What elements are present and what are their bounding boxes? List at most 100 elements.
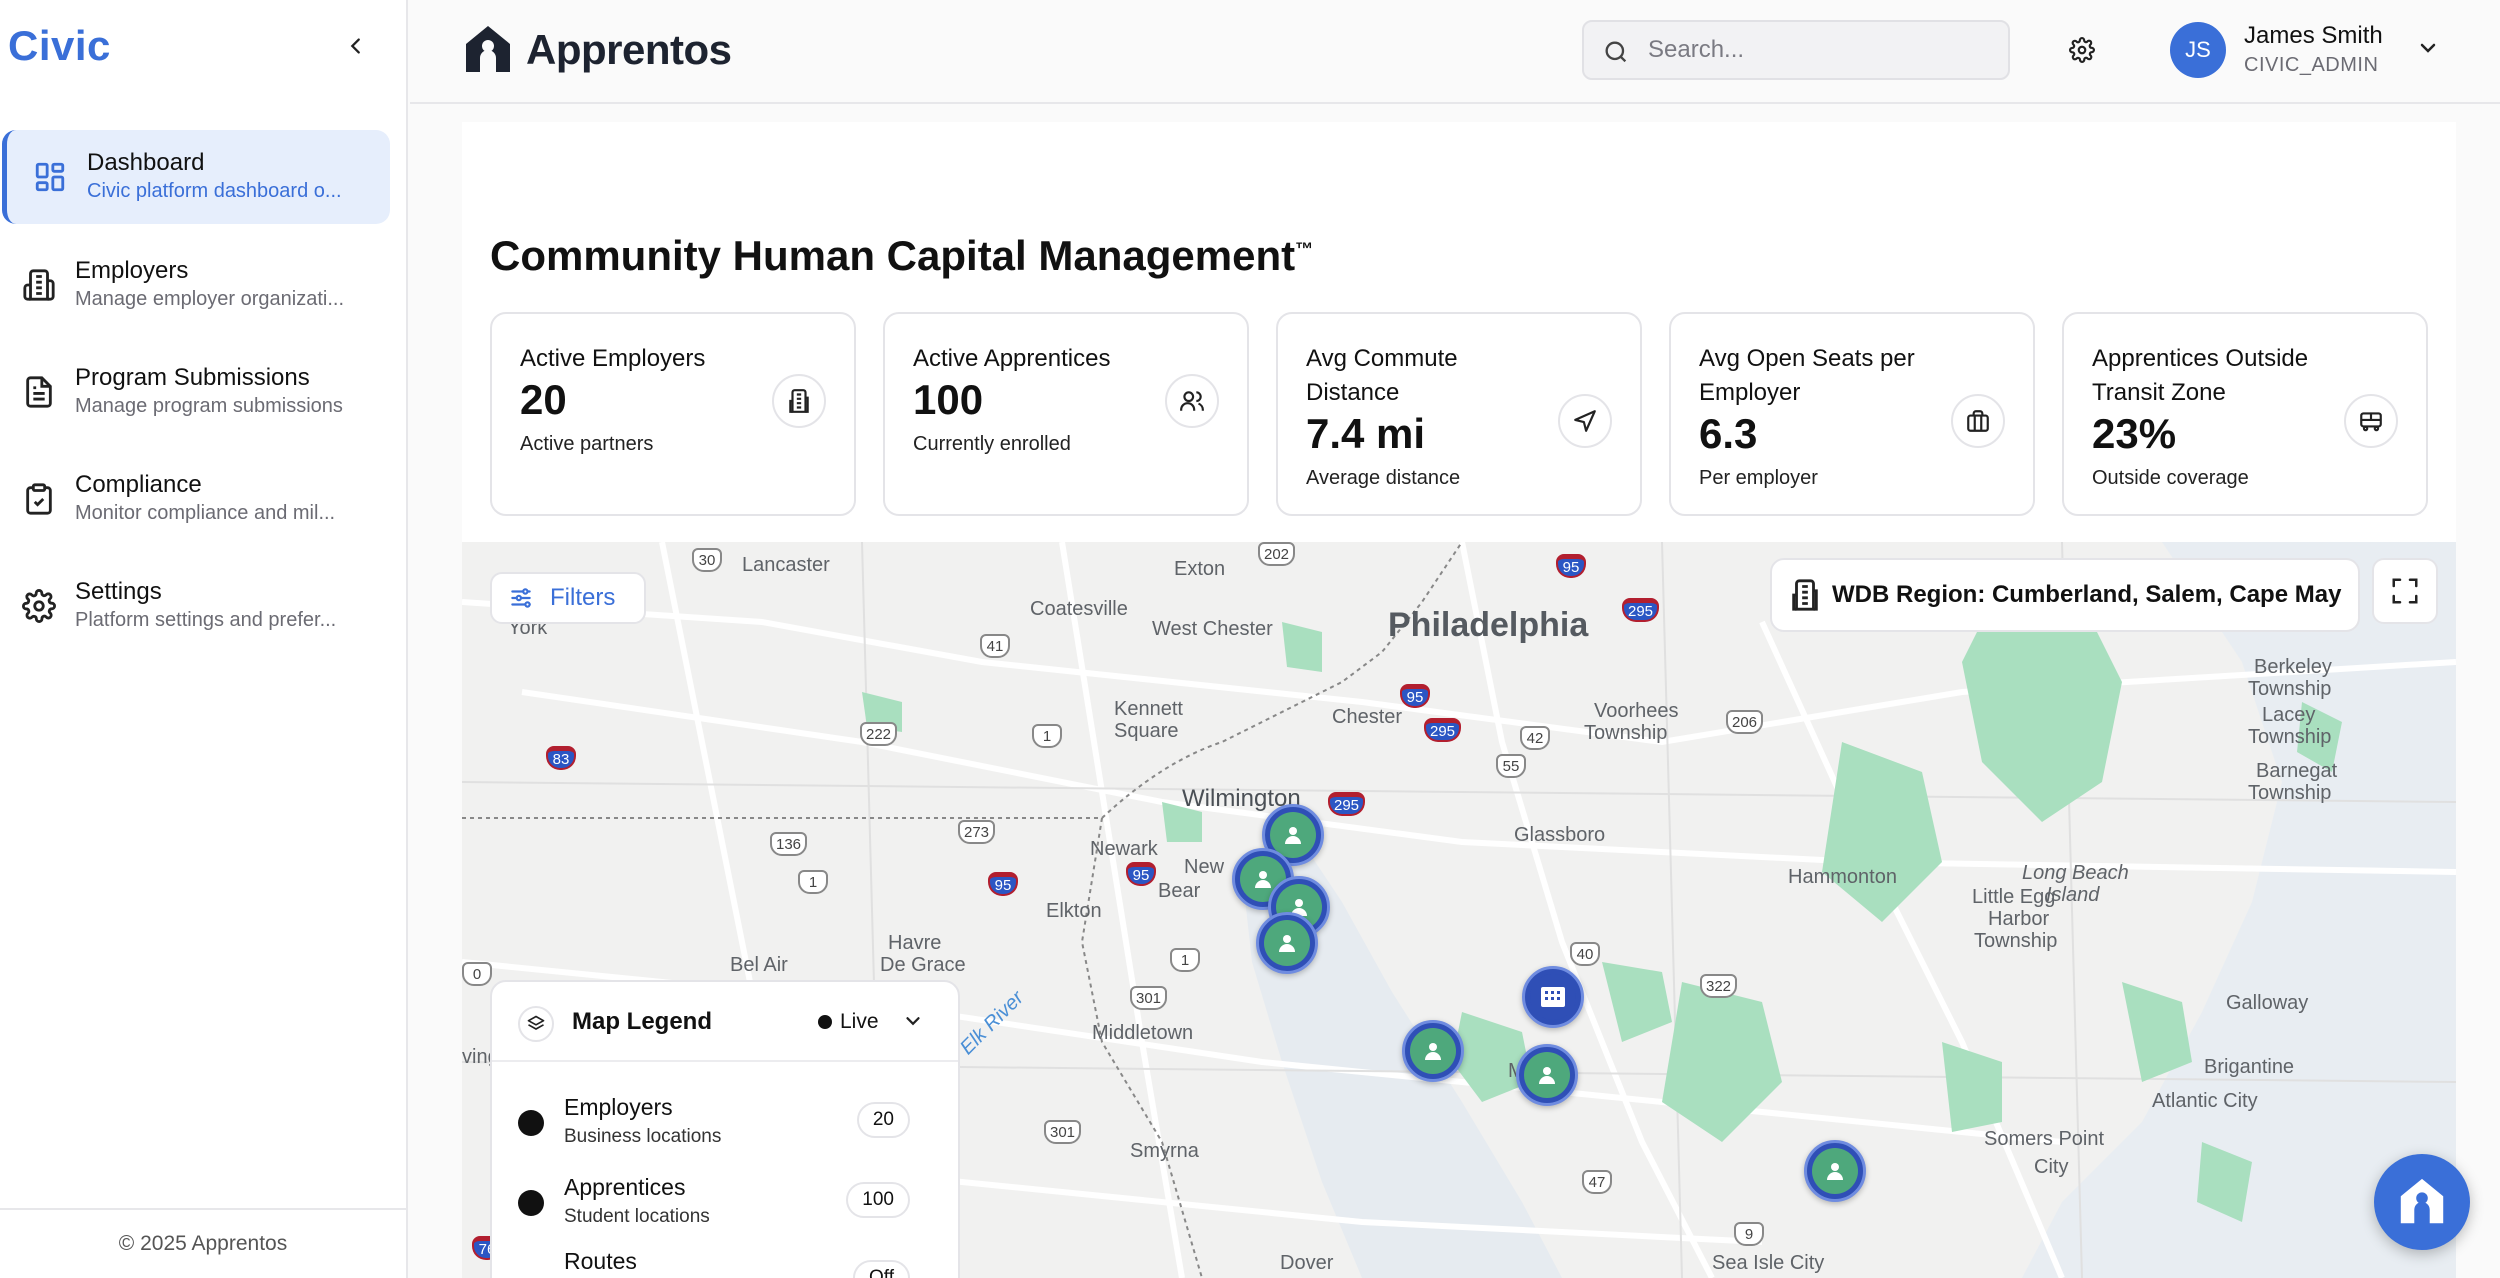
logo-text: Apprentos: [526, 26, 732, 73]
settings-button[interactable]: [2062, 30, 2102, 70]
chevron-down-icon[interactable]: [902, 1010, 924, 1032]
interstate-shield: 295: [1424, 718, 1462, 742]
stat-value: 100: [913, 376, 984, 423]
apprentice-marker[interactable]: [1402, 1020, 1464, 1082]
route-shield: 273: [958, 820, 996, 844]
gear-icon: [2069, 37, 2095, 63]
clipboard-check-icon: [26, 483, 52, 515]
map-label-de-grace: De Grace: [880, 954, 966, 976]
interstate-shield: 95: [1400, 684, 1430, 708]
stat-subtitle: Per employer: [1699, 467, 1818, 489]
map-label-havre: Havre: [888, 932, 942, 954]
map-label-kennett: Kennett: [1114, 698, 1183, 720]
route-shield: 41: [980, 634, 1010, 658]
legend-row-routes[interactable]: Routes Off: [518, 1246, 938, 1278]
top-header: Apprentos JS James Smith CIVIC_ADMIN: [410, 0, 2500, 104]
map-label-somers-point: Somers Point: [1984, 1128, 2105, 1150]
apprentos-logo-icon: [466, 26, 510, 72]
sidebar-item-subtitle: Monitor compliance and mil...: [75, 502, 336, 524]
apprentice-marker[interactable]: [1256, 912, 1318, 974]
employer-marker-inner: [1530, 974, 1576, 1020]
stat-subtitle: Average distance: [1306, 467, 1461, 489]
map-label-long-beach: Long Beach: [2022, 862, 2129, 884]
brand-title: Civic: [8, 22, 111, 69]
route-shield: 1: [1032, 724, 1062, 748]
sidebar-item-subtitle: Manage employer organizati...: [75, 288, 345, 310]
map-label-berkeley-township: Township: [2248, 678, 2332, 700]
map-label-newark: Newark: [1090, 838, 1158, 860]
page-title-text: Community Human Capital Management: [490, 232, 1296, 279]
interstate-shield: 295: [1328, 792, 1366, 816]
apprentice-marker[interactable]: [1516, 1044, 1578, 1106]
legend-sublabel: Student locations: [564, 1206, 710, 1227]
filters-button[interactable]: Filters: [490, 572, 646, 624]
person-icon: [1539, 1067, 1555, 1084]
apprentice-marker-inner: [1270, 812, 1316, 858]
legend-header[interactable]: Map Legend Live: [492, 982, 958, 1062]
bus-icon: [2360, 412, 2382, 432]
map-label-west-chester: West Chester: [1152, 618, 1273, 640]
stat-icon: [1558, 394, 1612, 448]
apprentice-marker-inner: [1264, 920, 1310, 966]
interstate-shield: 295: [1622, 598, 1660, 622]
sidebar-item-title: Compliance: [75, 471, 202, 498]
legend-row-apprentices[interactable]: Apprentices Student locations 100: [518, 1172, 938, 1242]
live-indicator: Live: [818, 1010, 879, 1034]
map-label-coatesville: Coatesville: [1030, 598, 1128, 620]
chevron-down-icon[interactable]: [2416, 36, 2440, 60]
legend-count: 20: [856, 1102, 910, 1138]
map-label-chester: Chester: [1332, 706, 1403, 728]
person-icon: [1255, 871, 1271, 888]
route-shield: 0: [462, 962, 492, 986]
sidebar-item-employers[interactable]: Employers Manage employer organizati...: [0, 238, 388, 332]
legend-row-employers[interactable]: Employers Business locations 20: [518, 1092, 938, 1162]
legend-label: Employers: [564, 1094, 673, 1120]
fullscreen-button[interactable]: [2372, 558, 2438, 624]
map-view[interactable]: Lancaster York Exton Coatesville West Ch…: [462, 542, 2456, 1278]
map-label-philadelphia: Philadelphia: [1388, 606, 1589, 644]
layers-icon: [527, 1015, 545, 1030]
sidebar-item-compliance[interactable]: Compliance Monitor compliance and mil...: [0, 452, 388, 546]
user-name[interactable]: James Smith: [2244, 22, 2383, 49]
stat-title: Avg Open Seats per Employer: [1699, 345, 1915, 406]
person-icon: [1279, 935, 1295, 952]
app-logo[interactable]: Apprentos: [460, 22, 732, 78]
avatar[interactable]: JS: [2170, 22, 2226, 78]
stat-card-active-employers: Active Employers 20 Active partners: [490, 312, 856, 516]
route-shield: 301: [1044, 1120, 1082, 1144]
sidebar-item-title: Program Submissions: [75, 364, 310, 391]
assistant-fab-button[interactable]: [2374, 1154, 2470, 1250]
search-input[interactable]: [1648, 36, 1988, 64]
employer-marker[interactable]: [1522, 966, 1584, 1028]
search-bar[interactable]: [1582, 20, 2010, 80]
users-icon: [1180, 391, 1204, 411]
route-shield: 40: [1570, 942, 1600, 966]
apprentice-marker[interactable]: [1804, 1140, 1866, 1202]
legend-count: 100: [846, 1182, 910, 1218]
collapse-sidebar-button[interactable]: [336, 26, 376, 66]
sidebar-item-subtitle: Manage program submissions: [75, 395, 343, 417]
map-label-barnegat-township: Township: [2248, 782, 2332, 804]
sidebar-item-subtitle: Civic platform dashboard o...: [87, 180, 342, 202]
trademark-mark: ™: [1295, 239, 1314, 259]
stat-card-active-apprentices: Active Apprentices 100 Currently enrolle…: [883, 312, 1249, 516]
legend-toggle[interactable]: Off: [853, 1260, 910, 1278]
wdb-region-selector[interactable]: WDB Region: Cumberland, Salem, Cape May: [1770, 558, 2360, 632]
sidebar-item-program-submissions[interactable]: Program Submissions Manage program submi…: [0, 345, 388, 439]
stat-icon: [2344, 394, 2398, 448]
stat-value: 23%: [2092, 410, 2177, 457]
map-label-hammonton: Hammonton: [1788, 866, 1897, 888]
sidebar-item-title: Employers: [75, 257, 189, 284]
map-label-dover: Dover: [1280, 1252, 1334, 1274]
page-title: Community Human Capital Management™: [490, 232, 1313, 280]
map-label-ocean-city: City: [2034, 1156, 2069, 1178]
sidebar-item-dashboard[interactable]: Dashboard Civic platform dashboard o...: [2, 130, 390, 224]
map-label-exton: Exton: [1174, 558, 1226, 580]
route-shield: 222: [860, 722, 898, 746]
sidebar-item-settings[interactable]: Settings Platform settings and prefer...: [0, 559, 388, 653]
building-icon: [789, 389, 809, 413]
user-role: CIVIC_ADMIN: [2244, 54, 2379, 76]
map-label-smyrna: Smyrna: [1130, 1140, 1199, 1162]
route-shield: 301: [1130, 986, 1168, 1010]
map-label-square: Square: [1114, 720, 1179, 742]
